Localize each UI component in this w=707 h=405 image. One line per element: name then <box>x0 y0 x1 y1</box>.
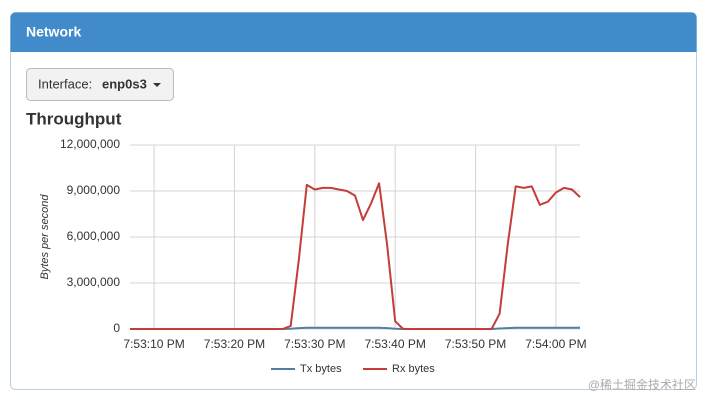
y-tick-label: 9,000,000 <box>67 183 121 197</box>
y-tick-label: 12,000,000 <box>60 137 120 151</box>
panel-header <box>10 12 697 52</box>
dropdown-value: enp0s3 <box>102 76 147 91</box>
dropdown-caret <box>153 83 161 87</box>
x-tick-label: 7:53:10 PM <box>123 337 184 351</box>
legend-label: Rx bytes <box>392 363 435 375</box>
watermark: @稀土掘金技术社区 <box>588 377 696 392</box>
panel-title: Network <box>26 24 81 40</box>
interface-dropdown[interactable] <box>26 68 174 101</box>
x-tick-label: 7:53:50 PM <box>445 337 506 351</box>
dropdown-label: Interface: <box>38 76 92 91</box>
y-tick-label: 3,000,000 <box>67 275 121 289</box>
series-line <box>130 182 581 330</box>
y-tick-label: 0 <box>113 321 120 335</box>
legend-label: Tx bytes <box>300 363 342 375</box>
x-tick-label: 7:54:00 PM <box>525 337 586 351</box>
x-tick-label: 7:53:40 PM <box>364 337 425 351</box>
y-tick-label: 6,000,000 <box>67 229 121 243</box>
y-axis-label: Bytes per second <box>39 194 51 280</box>
x-tick-label: 7:53:20 PM <box>204 337 265 351</box>
x-tick-label: 7:53:30 PM <box>284 337 345 351</box>
chart-title: Throughput <box>26 109 122 128</box>
